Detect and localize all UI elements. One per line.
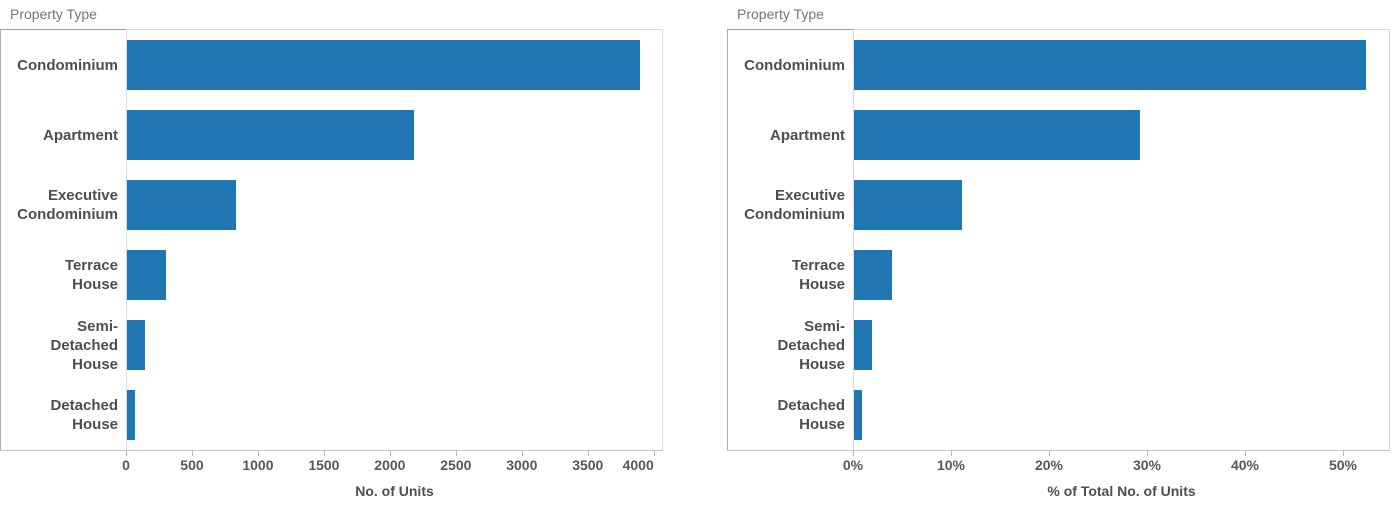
x-tick-mark — [1244, 451, 1246, 456]
bar-executive-condominium[interactable] — [854, 180, 963, 230]
bar-row: Condominium — [1, 30, 663, 100]
bar-row: Executive Condominium — [728, 170, 1390, 240]
x-axis-title: % of Total No. of Units — [1047, 483, 1196, 499]
bar-track — [853, 170, 1390, 240]
x-tick-mark — [191, 451, 193, 456]
category-label-semi-detached-house[interactable]: Semi- Detached House — [777, 317, 845, 373]
chart-pct-of-total: Property Type Condominium Apartment Execut… — [727, 0, 1390, 514]
category-label-apartment[interactable]: Apartment — [42, 126, 118, 144]
chart-header: Property Type — [727, 0, 1390, 30]
x-tick-label: 30% — [1132, 457, 1161, 473]
bar-terrace-house[interactable] — [127, 250, 167, 300]
plot-area: Condominium Apartment Executive Condominium… — [0, 30, 663, 450]
x-tick-label: 40% — [1230, 457, 1259, 473]
bar-apartment[interactable] — [854, 110, 1141, 160]
category-label-condominium[interactable]: Condominium — [17, 56, 118, 74]
bar-executive-condominium[interactable] — [127, 180, 237, 230]
x-tick-mark — [455, 451, 457, 456]
x-tick-mark — [853, 451, 854, 456]
x-tick-label: 0% — [842, 457, 864, 473]
bar-row: Executive Condominium — [1, 170, 663, 240]
x-tick-label: 10% — [936, 457, 965, 473]
x-axis-ticks: 0% 10% 20% 30% 40% 50% — [843, 451, 1390, 476]
x-tick-mark — [521, 451, 523, 456]
bar-apartment[interactable] — [127, 110, 414, 160]
x-tick-label: 50% — [1328, 457, 1357, 473]
x-axis-ticks: 0 500 1000 1500 2000 2500 3000 3500 4000 — [122, 451, 663, 476]
x-tick-label: 3000 — [506, 457, 538, 473]
category-label-executive-condominium[interactable]: Executive Condominium — [744, 187, 845, 223]
bar-row: Apartment — [1, 100, 663, 170]
bar-row: Semi- Detached House — [1, 310, 663, 380]
bar-semi-detached-house[interactable] — [127, 320, 146, 370]
x-axis: 0% 10% 20% 30% 40% 50% — [727, 450, 1390, 476]
x-tick-mark — [653, 451, 655, 456]
bar-condominium[interactable] — [127, 40, 640, 90]
bar-track — [853, 30, 1390, 100]
header-divider-dark — [727, 29, 853, 30]
bar-row: Detached House — [1, 380, 663, 450]
bar-track — [853, 380, 1390, 450]
x-tick-label: 20% — [1034, 457, 1063, 473]
category-label-condominium[interactable]: Condominium — [744, 56, 845, 74]
plot-area: Condominium Apartment Executive Condominium… — [727, 30, 1390, 450]
x-axis: 0 500 1000 1500 2000 2500 3000 3500 4000 — [0, 450, 663, 476]
category-label-executive-condominium[interactable]: Executive Condominium — [17, 187, 118, 223]
bar-detached-house[interactable] — [854, 390, 862, 440]
category-label-apartment[interactable]: Apartment — [769, 126, 845, 144]
chart-no-of-units: Property Type Condominium Apartment Execut… — [0, 0, 663, 514]
x-tick-mark — [126, 451, 127, 456]
x-tick-mark — [1048, 451, 1050, 456]
bar-row: Terrace House — [1, 240, 663, 310]
bar-track — [853, 310, 1390, 380]
chart-title: Property Type — [10, 6, 97, 22]
x-tick-label: 4000 — [622, 457, 654, 473]
x-tick-label: 2500 — [440, 457, 472, 473]
bar-condominium[interactable] — [854, 40, 1366, 90]
bar-track — [126, 310, 663, 380]
bar-row: Condominium — [728, 30, 1390, 100]
category-label-detached-house[interactable]: Detached House — [50, 397, 118, 433]
x-axis-title-row: % of Total No. of Units — [727, 476, 1390, 514]
chart-title: Property Type — [737, 6, 824, 22]
bar-row: Semi- Detached House — [728, 310, 1390, 380]
x-tick-mark — [1342, 451, 1344, 456]
x-tick-mark — [323, 451, 325, 456]
x-tick-label: 3500 — [572, 457, 604, 473]
bar-terrace-house[interactable] — [854, 250, 893, 300]
x-tick-label: 1000 — [242, 457, 274, 473]
x-tick-mark — [587, 451, 589, 456]
x-axis-title: No. of Units — [355, 483, 434, 499]
x-axis-title-row: No. of Units — [0, 476, 663, 514]
bar-semi-detached-house[interactable] — [854, 320, 872, 370]
x-tick-mark — [257, 451, 259, 456]
bar-track — [126, 100, 663, 170]
x-tick-mark — [389, 451, 391, 456]
plot-top-border — [126, 29, 663, 30]
bar-track — [126, 170, 663, 240]
bar-track — [853, 240, 1390, 310]
bar-track — [126, 30, 663, 100]
x-tick-mark — [950, 451, 952, 456]
x-tick-label: 500 — [180, 457, 204, 473]
category-label-terrace-house[interactable]: Terrace House — [791, 257, 845, 293]
x-tick-label: 2000 — [374, 457, 406, 473]
bar-row: Terrace House — [728, 240, 1390, 310]
category-label-detached-house[interactable]: Detached House — [777, 397, 845, 433]
bar-row: Detached House — [728, 380, 1390, 450]
bar-track — [126, 240, 663, 310]
bar-row: Apartment — [728, 100, 1390, 170]
x-tick-label: 0 — [122, 457, 130, 473]
x-tick-mark — [1146, 451, 1148, 456]
plot-top-border — [853, 29, 1390, 30]
header-divider-dark — [0, 29, 126, 30]
x-tick-label: 1500 — [308, 457, 340, 473]
chart-header: Property Type — [0, 0, 663, 30]
category-label-semi-detached-house[interactable]: Semi- Detached House — [50, 317, 118, 373]
bar-detached-house[interactable] — [127, 390, 135, 440]
category-label-terrace-house[interactable]: Terrace House — [64, 257, 118, 293]
bar-track — [126, 380, 663, 450]
bar-track — [853, 100, 1390, 170]
